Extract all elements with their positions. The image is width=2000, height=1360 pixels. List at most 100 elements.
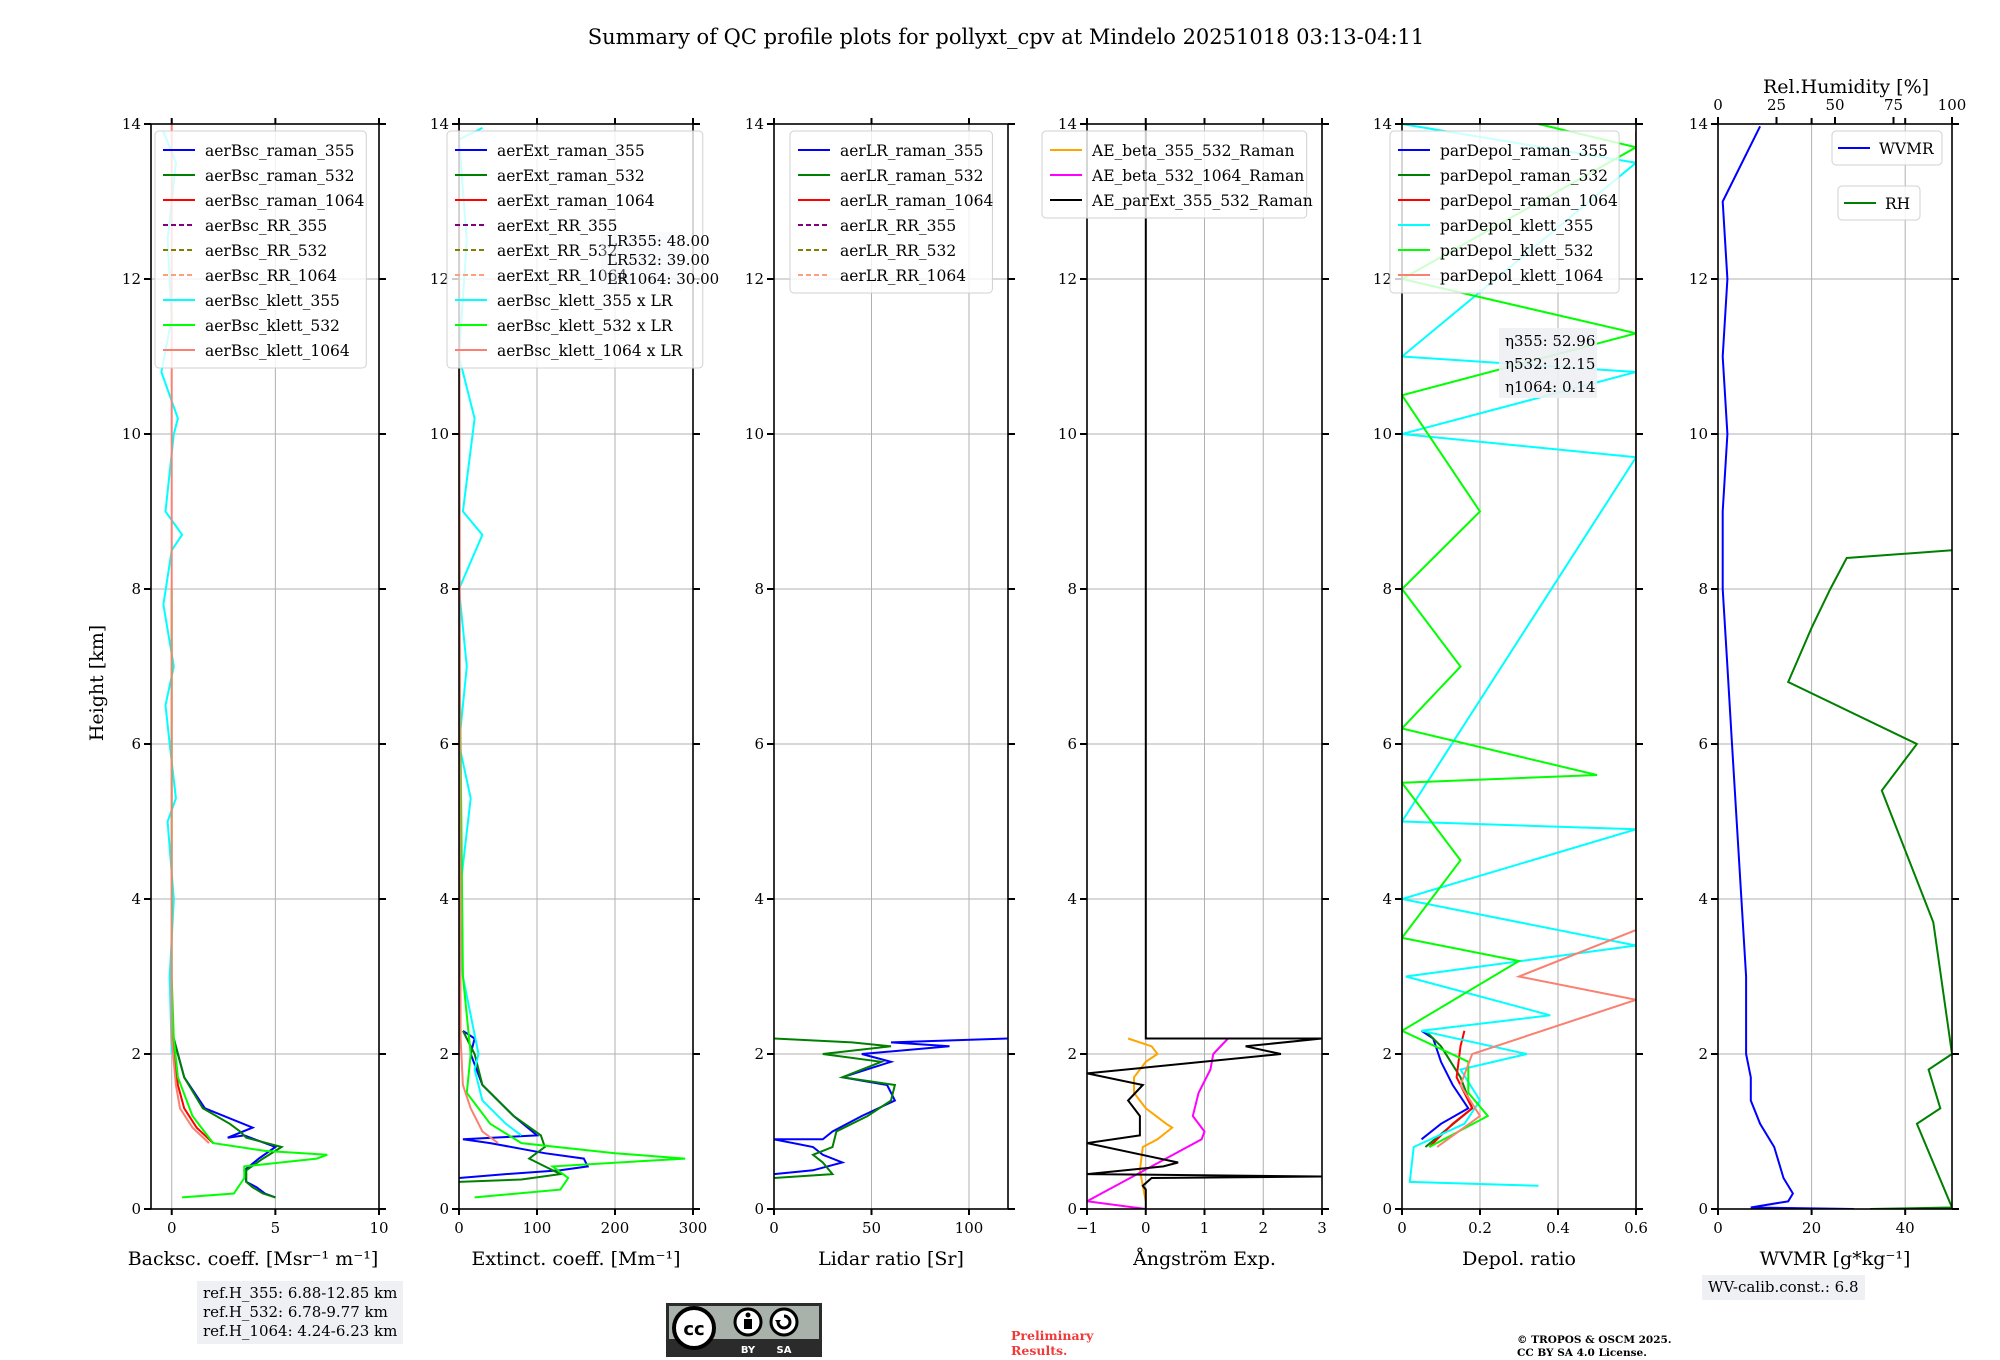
y-tick-label: 6	[1067, 735, 1077, 753]
y-tick-label: 8	[439, 580, 449, 598]
legend-label: aerBsc_klett_355	[205, 292, 340, 310]
y-tick-label: 14	[430, 115, 449, 133]
y-tick-label: 14	[1373, 115, 1392, 133]
cc-by-sa-license-badge: cc BY SA	[666, 1303, 822, 1357]
legend-label: aerLR_RR_355	[840, 217, 956, 235]
annotation-box	[601, 232, 683, 290]
attribution-person-icon	[733, 1307, 763, 1337]
panel-lr: 0 2 4 6 8 10 12 14 0 50 100 Lidar ratio [Sr] aerLR_r…	[745, 115, 1015, 1270]
y-tick-label: 14	[1058, 115, 1077, 133]
legend-label: parDepol_raman_532	[1440, 167, 1608, 185]
x-axis-label: Backsc. coeff. [Msr⁻¹ m⁻¹]	[128, 1248, 379, 1270]
y-tick-label: 12	[1058, 270, 1077, 288]
ref-height-355: ref.H_355: 6.88-12.85 km	[203, 1284, 398, 1302]
series-line-aerbsc-raman-532	[170, 1030, 285, 1199]
x-tick-label: 0	[1397, 1219, 1407, 1237]
series-line-aerbsc-klett-1064-x-lr	[459, 124, 499, 1144]
x-axis-label: Ångström Exp.	[1132, 1248, 1276, 1270]
legend-label: aerLR_RR_1064	[840, 267, 966, 285]
secondary-x-tick-label: 50	[1825, 96, 1844, 114]
svg-text:cc: cc	[683, 1319, 704, 1340]
annotation-line: LR1064: 30.00	[607, 270, 719, 288]
legend-label: aerBsc_klett_1064	[205, 342, 350, 360]
legend-label: aerBsc_klett_532	[205, 317, 340, 335]
y-tick-label: 12	[745, 270, 764, 288]
y-tick-label: 14	[122, 115, 141, 133]
y-tick-label: 6	[439, 735, 449, 753]
x-tick-label: 2	[1258, 1219, 1268, 1237]
legend-label: aerExt_RR_532	[497, 242, 618, 260]
series-line-aerbsc-klett-532	[170, 589, 328, 1199]
series-line-aerbsc-klett-532-x-lr	[459, 588, 686, 1199]
ref-height-1064: ref.H_1064: 4.24-6.23 km	[203, 1322, 398, 1340]
preliminary-line-1: Preliminary	[1011, 1328, 1094, 1343]
legend-label: aerBsc_klett_1064 x LR	[497, 342, 684, 360]
annotation-line: LR355: 48.00	[607, 232, 710, 250]
series-line-ae-beta-532-1064-raman	[1087, 1037, 1229, 1209]
series-group	[774, 1037, 1008, 1179]
legend-label: aerExt_RR_355	[497, 217, 618, 235]
legend-box	[446, 130, 704, 369]
panel-depol: 0 2 4 6 8 10 12 14 0 0.2 0.4 0.6 Depol. ratio parDepo…	[1373, 115, 1648, 1270]
y-tick-label: 6	[754, 735, 764, 753]
x-tick-label: 0	[769, 1219, 779, 1237]
series-group	[1087, 124, 1322, 1209]
x-tick-label: 200	[601, 1219, 630, 1237]
legend-label: aerExt_raman_532	[497, 167, 645, 185]
y-tick-label: 10	[1373, 425, 1392, 443]
y-tick-label: 2	[1698, 1045, 1708, 1063]
x-tick-label: 3	[1317, 1219, 1327, 1237]
legend-label: aerBsc_RR_532	[205, 242, 327, 260]
series-line-aerlr-raman-532	[774, 1037, 897, 1179]
legend-label: aerBsc_raman_1064	[205, 192, 365, 210]
y-tick-label: 2	[439, 1045, 449, 1063]
y-tick-label: 4	[1067, 890, 1077, 908]
panel-wv: 0 2 4 6 8 10 12 14 0 20 40 WVMR [g*kg⁻¹] 0 25 50 75 100 R…	[1689, 76, 1966, 1270]
x-tick-label: 0	[1713, 1219, 1723, 1237]
legend-label: AE_beta_355_532_Raman	[1091, 142, 1294, 160]
series-line-rh	[1786, 549, 1952, 1209]
legend: aerBsc_raman_355 aerBsc_raman_532 aerBsc_r…	[154, 130, 367, 369]
wv-calibration-constant: WV-calib.const.: 6.8	[1708, 1278, 1859, 1296]
depol-calibration-annotation: η355: 52.96 η532: 12.15 η1064: 0.14	[1499, 328, 1597, 398]
y-tick-label: 2	[1382, 1045, 1392, 1063]
x-axis-label: Lidar ratio [Sr]	[818, 1248, 964, 1270]
legend: aerLR_raman_355 aerLR_raman_532 aerLR_rama…	[789, 130, 993, 294]
legend-label: aerLR_RR_532	[840, 242, 956, 260]
annotation-line: η355: 52.96	[1505, 332, 1595, 350]
legend: AE_beta_355_532_Raman AE_beta_532_1064_Ra…	[1041, 130, 1313, 219]
badge-by-label: BY	[741, 1345, 756, 1356]
y-tick-label: 0	[131, 1200, 141, 1218]
legend-label: parDepol_raman_355	[1440, 142, 1608, 160]
y-tick-label: 6	[1698, 735, 1708, 753]
legend-box	[154, 130, 367, 369]
secondary-x-tick-label: 75	[1884, 96, 1903, 114]
x-axis-label: Extinct. coeff. [Mm⁻¹]	[471, 1248, 680, 1270]
x-tick-label: 20	[1802, 1219, 1821, 1237]
y-tick-label: 10	[430, 425, 449, 443]
copyright-line-1: © TROPOS & OSCM 2025.	[1517, 1334, 1672, 1346]
legend-box	[1389, 130, 1620, 294]
legend: parDepol_raman_355 parDepol_raman_532 parD…	[1389, 130, 1620, 294]
panel-bsc: 0 2 4 6 8 10 12 14 0 5 10 Backsc. coeff. [Msr⁻¹ m⁻¹…	[122, 115, 389, 1270]
series-group	[459, 124, 686, 1199]
x-tick-label: 5	[271, 1219, 281, 1237]
y-tick-label: 2	[131, 1045, 141, 1063]
y-tick-label: 8	[131, 580, 141, 598]
copyright-note: © TROPOS & OSCM 2025. CC BY SA 4.0 Licen…	[1517, 1334, 1672, 1360]
legend-box	[1041, 130, 1308, 219]
x-tick-label: 1	[1200, 1219, 1210, 1237]
legend-wvmr: WVMR	[1831, 130, 1943, 166]
x-tick-label: 50	[862, 1219, 881, 1237]
x-tick-label: 100	[523, 1219, 552, 1237]
annotation-line: LR532: 39.00	[607, 251, 710, 269]
legend-label: aerLR_raman_532	[840, 167, 983, 185]
y-tick-label: 12	[1373, 270, 1392, 288]
x-tick-label: 0.2	[1468, 1219, 1492, 1237]
legend-label: AE_beta_532_1064_Raman	[1091, 167, 1304, 185]
y-tick-label: 14	[1689, 115, 1708, 133]
legend-rh: RH	[1837, 185, 1921, 221]
